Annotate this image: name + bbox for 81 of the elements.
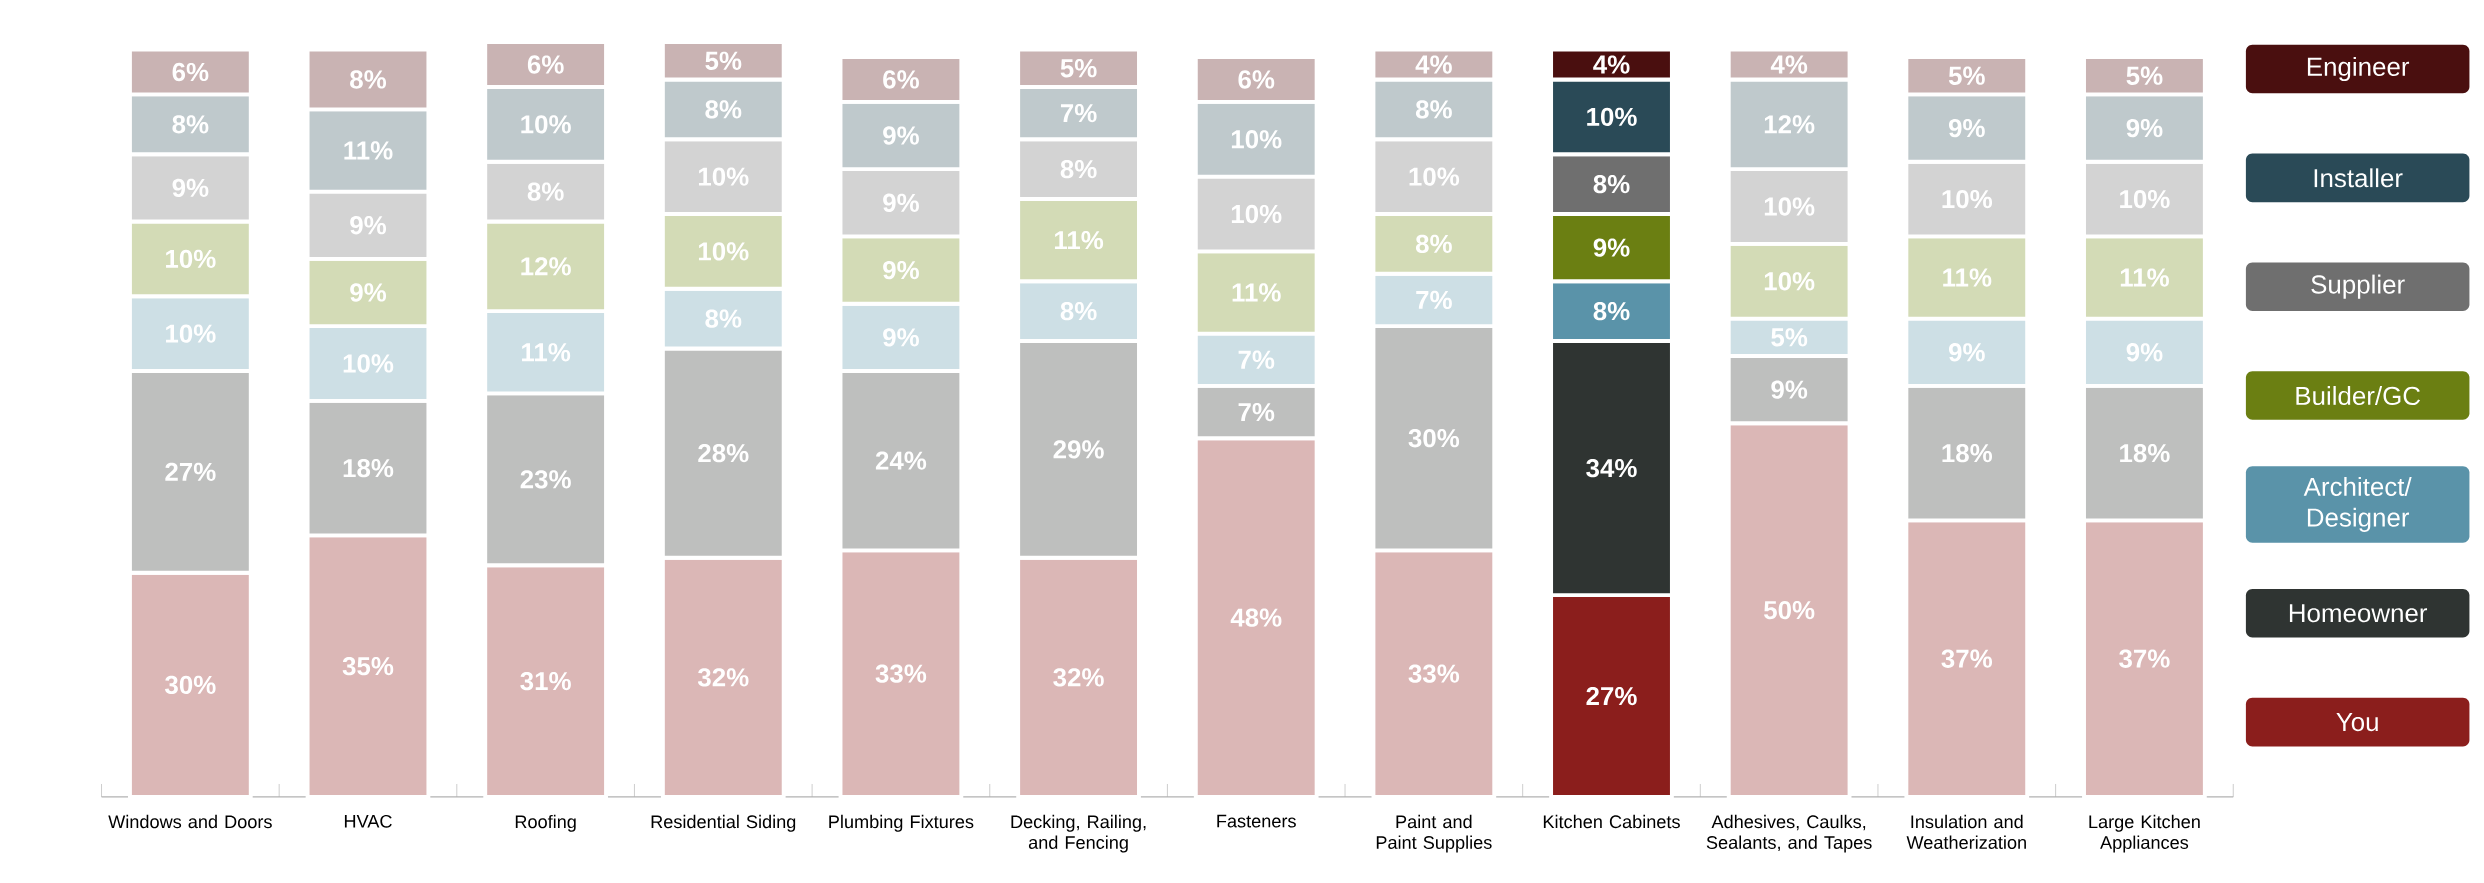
text: Builder/GC <box>2296 385 2421 405</box>
data-label: 5% <box>1948 66 1985 85</box>
data-label: 18% <box>1942 443 1993 463</box>
data-label: 31% <box>520 671 571 691</box>
text: Homeowner <box>2289 604 2428 623</box>
data-label: 32% <box>697 667 749 687</box>
data-label: 24% <box>875 451 927 470</box>
text: You <box>2336 712 2378 731</box>
data-label: 8% <box>1593 301 1630 321</box>
data-label: 37% <box>1941 649 1993 668</box>
data-label: 30% <box>165 675 216 694</box>
data-label: 9% <box>1771 380 1808 399</box>
data-label: 8% <box>705 99 742 119</box>
data-label: 7% <box>1060 103 1097 123</box>
data-label: 34% <box>1586 458 1637 478</box>
data-label: 10% <box>698 241 749 261</box>
data-label: 6% <box>172 62 209 81</box>
x-tick-label: Kitchen Cabinets <box>1543 814 1680 828</box>
data-label: 8% <box>1593 174 1630 194</box>
data-label: 27% <box>1586 686 1637 705</box>
data-label: 35% <box>342 656 394 676</box>
data-label: 32% <box>1053 667 1104 687</box>
data-label: 33% <box>875 664 927 683</box>
data-label: 12% <box>521 256 571 276</box>
data-label: 9% <box>883 126 919 145</box>
data-label: 48% <box>1230 608 1282 627</box>
data-label: 9% <box>1948 118 1985 138</box>
data-label: 8% <box>1415 99 1452 119</box>
data-label: 8% <box>172 114 209 134</box>
data-label: 18% <box>2120 443 2170 463</box>
text: Installer <box>2314 168 2403 188</box>
data-label: 37% <box>2119 649 2170 668</box>
data-label: 7% <box>1238 402 1275 421</box>
data-label: 10% <box>1231 129 1282 149</box>
data-label: 29% <box>1053 440 1104 459</box>
x-tick-label: Windows and Doors <box>108 814 272 828</box>
data-label: 50% <box>1764 600 1815 620</box>
text: Architect/ Designer <box>2303 476 2412 532</box>
data-label: 6% <box>883 70 919 89</box>
data-label: 10% <box>521 114 571 134</box>
data-label: 10% <box>1764 271 1815 291</box>
data-label: 11% <box>1232 283 1281 302</box>
data-label: 10% <box>166 249 216 268</box>
data-label: 28% <box>698 443 749 463</box>
data-label: 4% <box>1415 55 1452 74</box>
data-label: 23% <box>520 469 571 489</box>
data-label: 6% <box>527 55 564 74</box>
data-label: 30% <box>1408 428 1460 448</box>
data-label: 5% <box>705 51 742 70</box>
data-label: 9% <box>350 283 387 302</box>
data-label: 11% <box>2120 268 2169 287</box>
data-label: 11% <box>344 141 393 160</box>
x-tick-label: Fasteners <box>1217 814 1296 828</box>
data-label: 8% <box>350 70 387 89</box>
data-label: 4% <box>1593 55 1630 74</box>
data-label: 5% <box>2126 66 2163 85</box>
data-label: 11% <box>1943 268 1992 287</box>
x-tick-label: Large Kitchen Appliances <box>2089 814 2200 853</box>
x-tick-label: Decking, Railing, and Fencing <box>1011 814 1146 853</box>
data-label: 4% <box>1770 55 1808 74</box>
x-tick-label: Plumbing Fixtures <box>829 814 974 832</box>
data-label: 10% <box>1587 107 1637 126</box>
data-label: 6% <box>1238 70 1275 89</box>
x-tick-label: Adhesives, Caulks, Sealants, and Tapes <box>1706 814 1872 853</box>
data-label: 5% <box>1060 58 1097 78</box>
data-label: 27% <box>165 462 216 481</box>
data-label: 12% <box>1764 114 1815 134</box>
text: Supplier <box>2311 274 2405 299</box>
x-tick-label: HVAC <box>344 814 392 828</box>
x-tick-label: Insulation and Weatherization <box>1906 814 2026 849</box>
data-label: 9% <box>883 260 919 280</box>
x-tick-label: Roofing <box>515 814 576 832</box>
x-tick-label: Paint and Paint Supplies <box>1376 814 1492 853</box>
data-label: 8% <box>1415 234 1452 253</box>
data-label: 33% <box>1408 664 1460 683</box>
data-label: 9% <box>1593 238 1630 257</box>
text: Engineer <box>2307 56 2410 81</box>
data-label: 18% <box>343 458 394 478</box>
x-tick-label: Residential Siding <box>651 814 796 832</box>
data-label: 11% <box>1054 230 1104 250</box>
data-label: 9% <box>2126 118 2163 138</box>
